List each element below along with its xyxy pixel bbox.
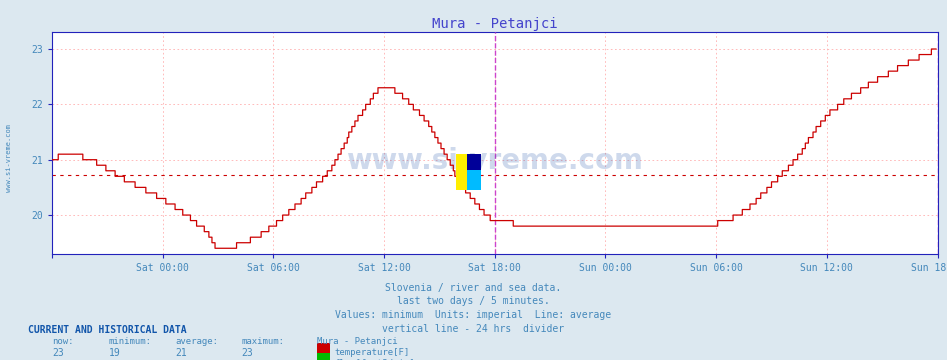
Text: 23: 23 xyxy=(241,348,253,359)
Text: minimum:: minimum: xyxy=(109,337,152,346)
Bar xyxy=(456,154,468,190)
Text: CURRENT AND HISTORICAL DATA: CURRENT AND HISTORICAL DATA xyxy=(28,325,188,335)
Text: -nan: -nan xyxy=(52,359,76,360)
Text: Values: minimum  Units: imperial  Line: average: Values: minimum Units: imperial Line: av… xyxy=(335,310,612,320)
Text: now:: now: xyxy=(52,337,74,346)
Text: 23: 23 xyxy=(52,348,63,359)
Text: average:: average: xyxy=(175,337,218,346)
Bar xyxy=(468,170,481,190)
Text: -nan: -nan xyxy=(241,359,265,360)
Text: last two days / 5 minutes.: last two days / 5 minutes. xyxy=(397,296,550,306)
Bar xyxy=(468,154,481,170)
Text: www.si-vreme.com: www.si-vreme.com xyxy=(347,147,643,175)
Text: temperature[F]: temperature[F] xyxy=(334,348,409,357)
Text: www.si-vreme.com: www.si-vreme.com xyxy=(6,125,11,192)
Text: -nan: -nan xyxy=(109,359,133,360)
Text: Mura - Petanjci: Mura - Petanjci xyxy=(317,337,398,346)
Text: 19: 19 xyxy=(109,348,120,359)
Text: 21: 21 xyxy=(175,348,187,359)
Text: vertical line - 24 hrs  divider: vertical line - 24 hrs divider xyxy=(383,324,564,334)
Text: -nan: -nan xyxy=(175,359,199,360)
Text: maximum:: maximum: xyxy=(241,337,284,346)
Text: Slovenia / river and sea data.: Slovenia / river and sea data. xyxy=(385,283,562,293)
Title: Mura - Petanjci: Mura - Petanjci xyxy=(432,17,558,31)
Text: flow[foot3/min]: flow[foot3/min] xyxy=(334,359,415,360)
